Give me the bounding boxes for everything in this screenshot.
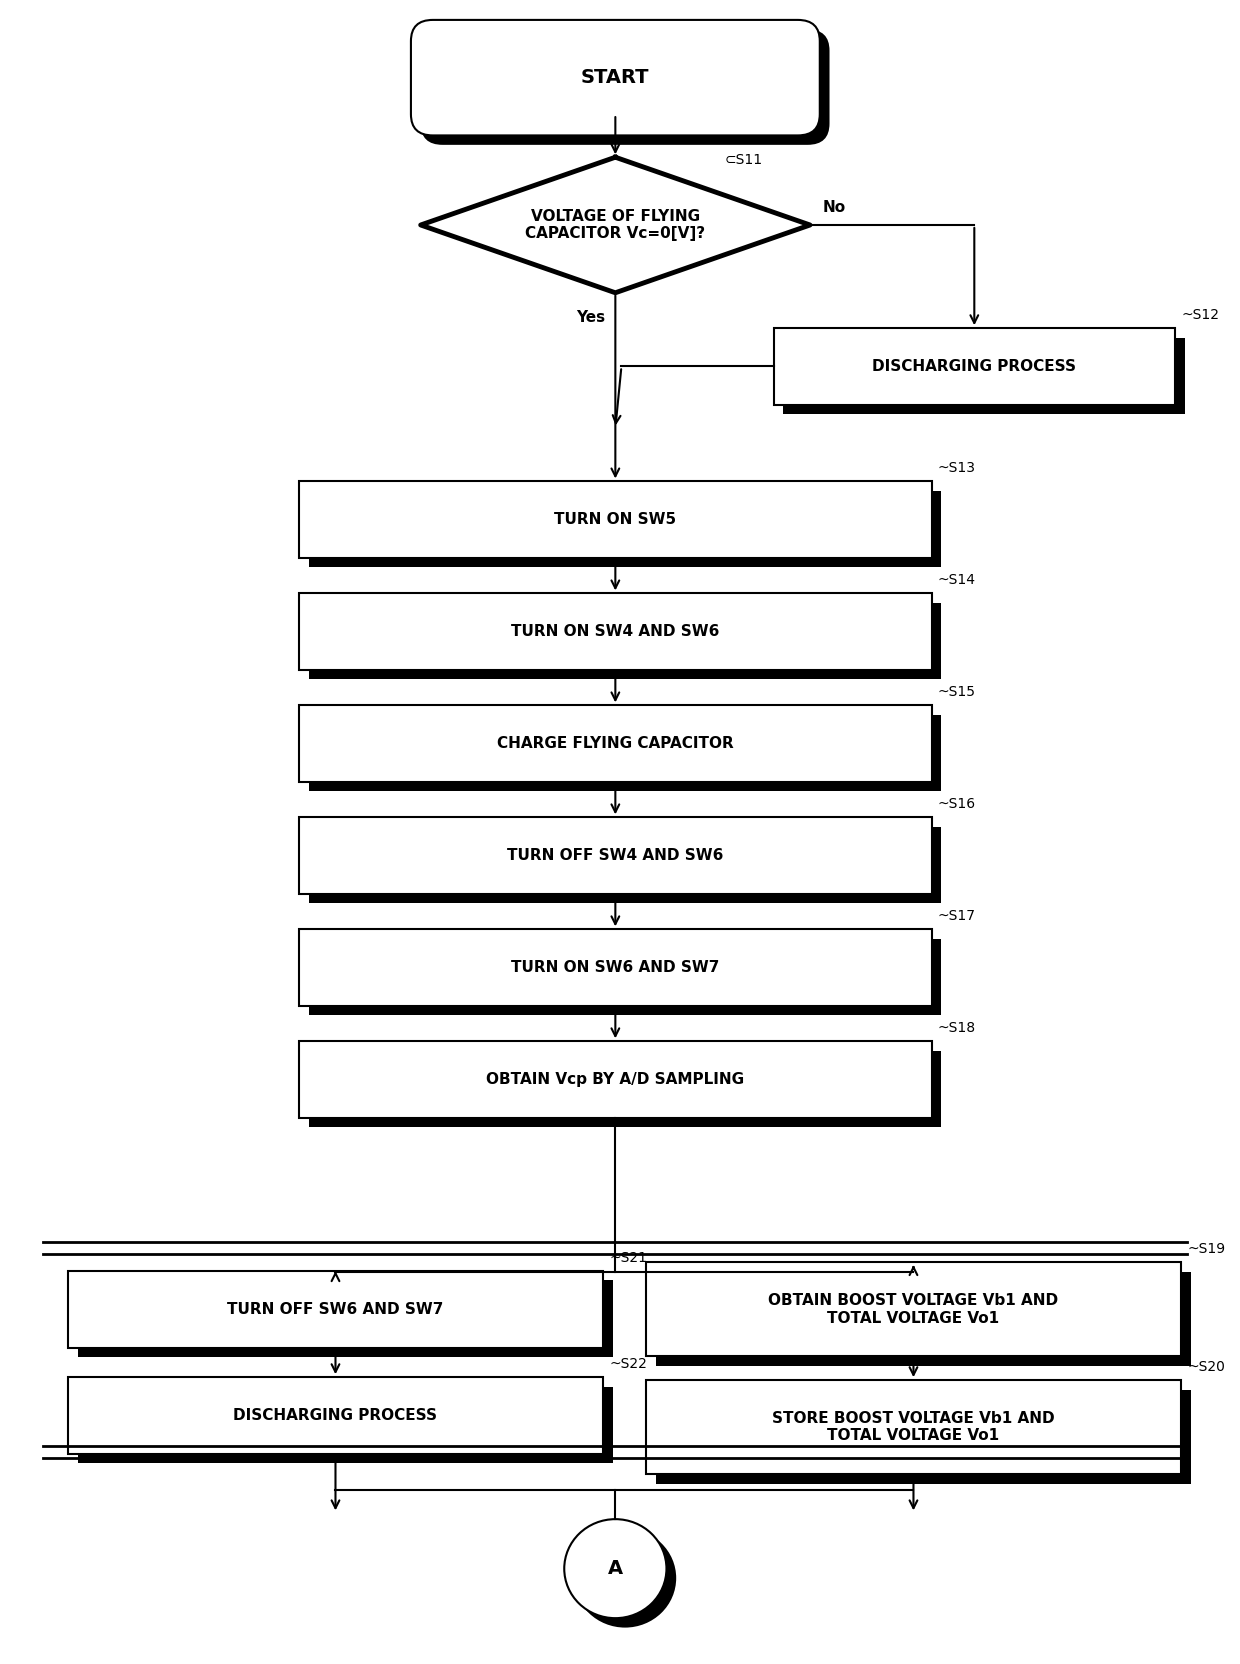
FancyBboxPatch shape	[420, 30, 830, 145]
Bar	[309, 491, 941, 567]
Text: OBTAIN Vcp BY A/D SAMPLING: OBTAIN Vcp BY A/D SAMPLING	[486, 1072, 744, 1087]
Text: No: No	[822, 200, 846, 215]
FancyBboxPatch shape	[410, 20, 820, 135]
Text: TURN ON SW6 AND SW7: TURN ON SW6 AND SW7	[511, 960, 719, 975]
Bar	[299, 817, 931, 894]
Bar	[299, 481, 931, 557]
Text: START: START	[582, 68, 650, 87]
Text: DISCHARGING PROCESS: DISCHARGING PROCESS	[872, 359, 1076, 374]
Text: ~S22: ~S22	[609, 1358, 647, 1371]
Bar	[656, 1271, 1190, 1366]
Bar	[68, 1378, 603, 1454]
Text: ~S14: ~S14	[937, 574, 976, 587]
Bar	[309, 827, 941, 904]
Text: ~S15: ~S15	[937, 686, 976, 699]
Text: ~S21: ~S21	[609, 1251, 647, 1265]
Text: TURN ON SW4 AND SW6: TURN ON SW4 AND SW6	[511, 624, 719, 639]
Bar	[68, 1271, 603, 1348]
Text: Yes: Yes	[577, 311, 605, 326]
Polygon shape	[420, 156, 810, 293]
Circle shape	[574, 1529, 676, 1627]
Text: TURN OFF SW4 AND SW6: TURN OFF SW4 AND SW6	[507, 849, 724, 864]
Text: VOLTAGE OF FLYING
CAPACITOR Vc=0[V]?: VOLTAGE OF FLYING CAPACITOR Vc=0[V]?	[526, 208, 706, 241]
Bar	[309, 716, 941, 792]
Text: STORE BOOST VOLTAGE Vb1 AND
TOTAL VOLTAGE Vo1: STORE BOOST VOLTAGE Vb1 AND TOTAL VOLTAG…	[773, 1411, 1055, 1443]
Text: ~S13: ~S13	[937, 461, 976, 476]
Text: ~S16: ~S16	[937, 797, 976, 812]
Text: TURN OFF SW6 AND SW7: TURN OFF SW6 AND SW7	[227, 1301, 444, 1316]
Text: TURN ON SW5: TURN ON SW5	[554, 513, 676, 527]
Bar	[299, 594, 931, 671]
Bar	[299, 706, 931, 782]
Bar	[309, 938, 941, 1015]
Bar	[774, 328, 1176, 404]
Text: ~S20: ~S20	[1187, 1359, 1225, 1374]
Text: ~S17: ~S17	[937, 909, 976, 924]
Bar	[309, 602, 941, 679]
Bar	[646, 1379, 1182, 1474]
Bar	[299, 929, 931, 1005]
Text: ⊂S11: ⊂S11	[725, 153, 763, 168]
Bar	[299, 1042, 931, 1118]
Bar	[646, 1263, 1182, 1356]
Bar	[309, 1050, 941, 1127]
Text: A: A	[608, 1559, 622, 1577]
Text: ~S12: ~S12	[1182, 308, 1219, 323]
Bar	[78, 1386, 613, 1463]
Circle shape	[564, 1519, 666, 1617]
Text: ~S18: ~S18	[937, 1022, 976, 1035]
Bar	[656, 1389, 1190, 1484]
Bar	[784, 338, 1185, 414]
Text: CHARGE FLYING CAPACITOR: CHARGE FLYING CAPACITOR	[497, 735, 734, 750]
Text: ~S19: ~S19	[1187, 1243, 1225, 1256]
Text: DISCHARGING PROCESS: DISCHARGING PROCESS	[233, 1408, 438, 1423]
Text: OBTAIN BOOST VOLTAGE Vb1 AND
TOTAL VOLTAGE Vo1: OBTAIN BOOST VOLTAGE Vb1 AND TOTAL VOLTA…	[769, 1293, 1059, 1326]
Bar	[78, 1281, 613, 1358]
